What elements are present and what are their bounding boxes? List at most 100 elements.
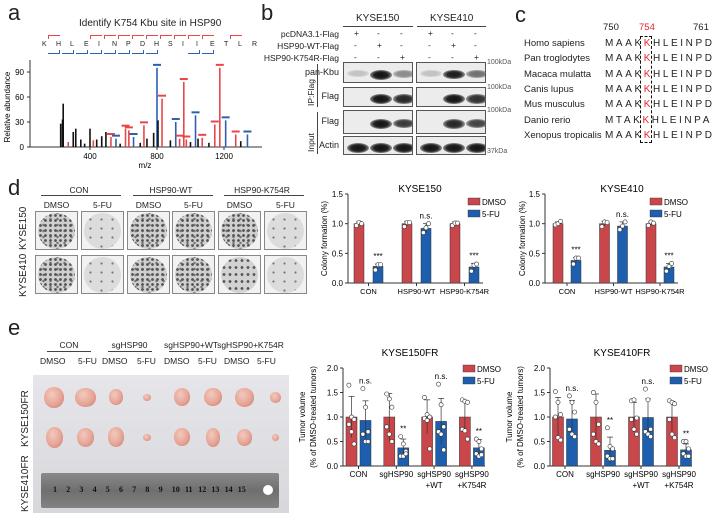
ip-bracket	[317, 64, 318, 107]
bar-dmso	[401, 223, 413, 284]
treatment-label: 5-FU	[257, 356, 276, 366]
legend-swatch	[649, 209, 663, 218]
category-label: sgHSP90	[624, 470, 658, 479]
data-point	[576, 255, 581, 261]
data-point	[360, 386, 366, 391]
k754-residue: K	[643, 83, 654, 95]
data-point	[593, 399, 599, 405]
y-ion-bracket	[202, 35, 214, 39]
data-point	[610, 456, 615, 462]
data-point	[631, 397, 637, 403]
tumor	[204, 388, 222, 406]
y-ion-bracket	[146, 35, 158, 39]
colony-well	[38, 257, 75, 293]
data-point	[384, 424, 390, 430]
protein-band	[370, 69, 392, 80]
data-point	[631, 426, 637, 432]
data-point	[378, 262, 383, 268]
legend-swatch	[462, 376, 476, 385]
minus-mark: -	[400, 40, 403, 50]
category-label: CON	[556, 470, 574, 479]
protein-band	[393, 94, 412, 104]
legend-label: 5-FU	[482, 210, 500, 219]
molecular-weight-label: 37kDa	[487, 148, 508, 155]
panel-label-d: d	[8, 175, 21, 200]
minus-mark: -	[377, 52, 380, 62]
sequence-prefix: MAAK	[605, 129, 644, 141]
data-point	[567, 426, 572, 432]
y-tick-label: 0.5	[332, 249, 344, 258]
panel-label-c: c	[515, 2, 526, 27]
tumor	[174, 428, 190, 446]
category-label: CON	[360, 287, 377, 296]
legend-swatch	[467, 197, 481, 206]
protein-band	[347, 142, 369, 153]
sequence-prefix: MAAK	[605, 83, 644, 95]
group-label: CON	[59, 340, 79, 350]
peak-annotation	[191, 111, 200, 114]
sequence-suffix: HLEINPD	[653, 68, 715, 80]
sequence-residue: H	[56, 41, 62, 48]
y-tick-label: 1.5	[327, 389, 339, 398]
data-point	[360, 431, 366, 437]
y-tick-label: 0.0	[327, 462, 339, 471]
data-point	[363, 404, 368, 410]
bar-dmso	[449, 223, 461, 284]
chart-title: KYSE410	[600, 184, 644, 195]
data-point	[407, 220, 412, 225]
sequence-residue: P	[126, 41, 131, 48]
y-ion-bracket	[160, 35, 172, 39]
k754-residue: K	[643, 129, 654, 141]
tumor	[76, 427, 94, 447]
group-label: sgHSP90	[111, 340, 148, 350]
species-name: Canis lupus	[524, 83, 574, 95]
legend-label: DMSO	[684, 365, 708, 374]
data-point	[438, 431, 444, 437]
data-point	[402, 224, 407, 230]
data-point	[572, 409, 577, 415]
significance-label: n.s.	[566, 384, 579, 393]
significance-label: **	[607, 416, 613, 425]
ruler-number: 10	[171, 485, 180, 494]
y-tick-label: 0.5	[529, 249, 541, 258]
sequence-residue: I	[182, 41, 184, 48]
data-point	[663, 268, 669, 274]
blot-label-flag: Flag	[321, 91, 339, 101]
colony-plate	[127, 255, 170, 294]
group-label: sgHSP90+WT	[163, 340, 219, 350]
category-label: HSP90-WT	[398, 287, 436, 296]
k754-residue: K	[643, 99, 654, 111]
sequence-residue: E	[210, 41, 215, 48]
peak-annotation	[129, 133, 138, 136]
blot-membrane	[343, 110, 413, 134]
sequence-residue: R	[252, 41, 258, 48]
data-point	[384, 391, 390, 397]
data-point	[354, 223, 359, 228]
legend-swatch	[467, 209, 481, 218]
data-point	[351, 417, 357, 422]
group-label: HSP90-WT	[149, 185, 193, 195]
data-point	[427, 414, 433, 420]
protein-band	[443, 94, 465, 104]
minus-mark: -	[354, 40, 357, 50]
y-tick-label: 1.5	[332, 190, 344, 199]
tumor	[108, 427, 124, 447]
protein-band	[466, 69, 485, 78]
ruler-number: 4	[92, 485, 97, 494]
y-ion-bracket	[104, 35, 116, 39]
y-ion-bracket	[230, 35, 242, 39]
colony-well	[84, 257, 121, 293]
peak-annotation	[243, 130, 252, 133]
data-point	[422, 395, 427, 400]
b-ion-bracket	[118, 50, 130, 54]
kyse410fr-tumor-chart: KYSE410FR 0.0 0.5 1.0 1.5 2.0 Tumor volume (% o…	[505, 348, 708, 490]
sequence-suffix: HLEINPD	[653, 53, 715, 65]
protein-band	[443, 119, 465, 129]
data-point	[441, 447, 447, 453]
colony-well	[84, 213, 121, 249]
condition-label: HSP90-WT-Flag	[277, 41, 339, 51]
sequence-residue: I	[98, 41, 100, 48]
data-point	[555, 399, 561, 405]
data-point	[365, 429, 371, 435]
y-axis-label: (% of DMSO-treated tumors)	[309, 366, 318, 468]
